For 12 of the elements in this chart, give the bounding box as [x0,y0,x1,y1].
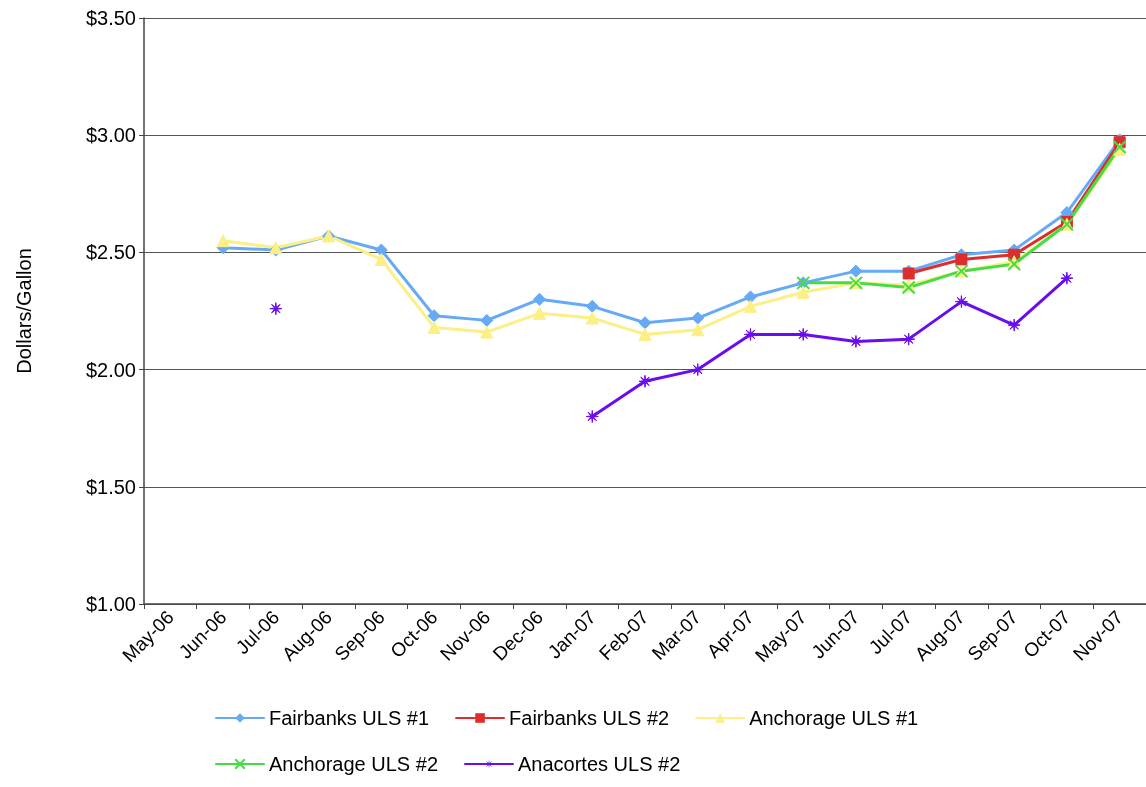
y-tick-label: $1.00 [85,593,136,615]
legend-label: Fairbanks ULS #1 [269,707,430,729]
legend-label: Fairbanks ULS #2 [509,707,670,729]
legend-label: Anchorage ULS #2 [269,753,439,775]
y-tick-label: $3.50 [85,7,136,29]
y-axis-title: Dollars/Gallon [13,248,35,374]
y-tick-label: $3.00 [85,124,136,147]
y-tick-label: $2.50 [85,241,136,264]
y-tick-label: $1.50 [85,475,136,498]
legend-label: Anacortes ULS #2 [518,753,681,775]
legend-label: Anchorage ULS #1 [749,707,919,729]
y-tick-label: $2.00 [85,358,136,381]
